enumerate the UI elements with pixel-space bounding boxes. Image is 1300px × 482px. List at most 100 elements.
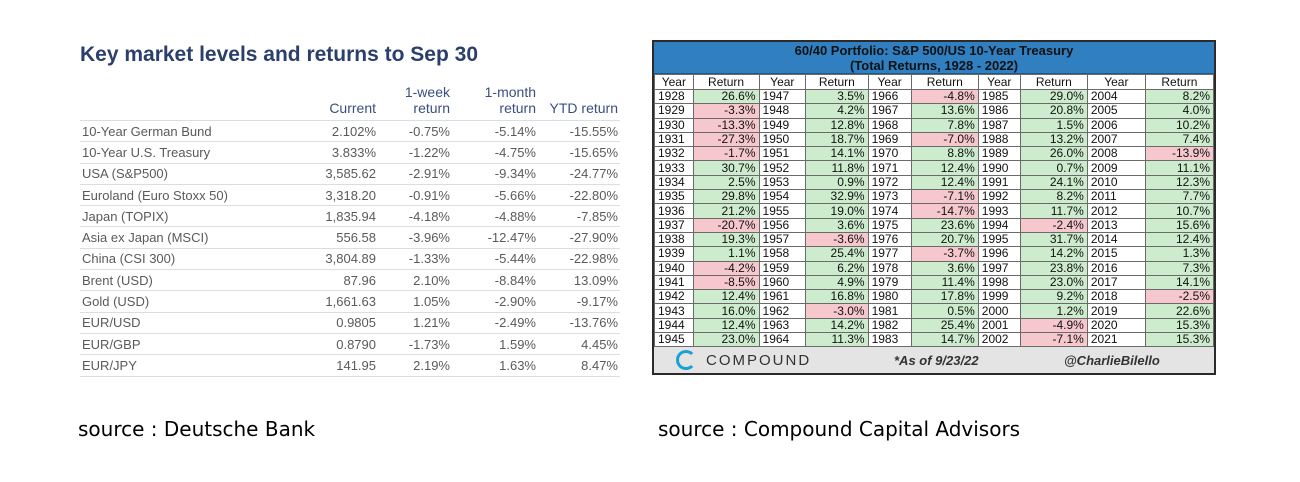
return-cell: 14.1% bbox=[1144, 274, 1215, 291]
year-cell: 2012 bbox=[1086, 203, 1146, 219]
table-row: EUR/JPY 141.95 2.19% 1.63% 8.47% bbox=[80, 354, 620, 377]
return-cell: -4.2% bbox=[692, 260, 760, 276]
table-cell: 3,318.20 bbox=[294, 183, 378, 206]
table-row: Euroland (Euro Stoxx 50) 3,318.20 -0.91% -5… bbox=[80, 183, 620, 206]
table-cell: -2.90% bbox=[452, 290, 538, 313]
return-cell: -13.9% bbox=[1144, 146, 1215, 162]
header-col-4: YTD return bbox=[549, 100, 618, 116]
year-cell: 1985 bbox=[977, 88, 1021, 105]
return-header: Return bbox=[692, 74, 760, 90]
table-cell: -2.49% bbox=[452, 311, 538, 334]
return-cell: 12.4% bbox=[910, 160, 979, 176]
table-cell: -0.91% bbox=[378, 183, 452, 206]
return-cell: 24.1% bbox=[1019, 174, 1088, 191]
return-cell: 14.2% bbox=[805, 317, 869, 334]
return-cell: 7.4% bbox=[1144, 131, 1215, 148]
year-cell: 1977 bbox=[867, 246, 912, 262]
table-cell: 0.9805 bbox=[294, 311, 378, 334]
return-cell: 9.2% bbox=[1019, 289, 1088, 305]
return-cell: 21.2% bbox=[692, 203, 760, 219]
return-cell: 12.4% bbox=[910, 174, 979, 191]
return-cell: 4.2% bbox=[805, 103, 869, 119]
compound-logo-icon bbox=[676, 350, 696, 370]
return-cell: 12.4% bbox=[692, 317, 760, 334]
return-cell: 22.6% bbox=[1144, 303, 1215, 319]
return-cell: 16.0% bbox=[692, 303, 760, 319]
return-cell: 11.7% bbox=[1019, 203, 1088, 219]
year-header: Year bbox=[977, 74, 1021, 90]
return-cell: 13.6% bbox=[910, 103, 979, 119]
return-cell: 16.8% bbox=[805, 289, 869, 305]
return-cell: 15.3% bbox=[1144, 317, 1215, 334]
table-cell: -15.55% bbox=[538, 119, 620, 142]
table-header-row: Current 1-week return 1-month return YTD re… bbox=[80, 84, 620, 121]
return-cell: 1.3% bbox=[1144, 246, 1215, 262]
year-cell: 1972 bbox=[867, 174, 912, 191]
as-of-note: *As of 9/23/22 bbox=[894, 353, 979, 368]
table-cell: -9.17% bbox=[538, 290, 620, 313]
year-cell: 2011 bbox=[1086, 189, 1146, 205]
year-cell: 1973 bbox=[867, 189, 912, 205]
year-cell: 2001 bbox=[977, 317, 1021, 334]
year-cell: 1944 bbox=[654, 317, 694, 334]
return-cell: -2.5% bbox=[1144, 289, 1215, 305]
source-caption-compound: source : Compound Capital Advisors bbox=[658, 417, 1021, 441]
year-cell: 1983 bbox=[867, 332, 912, 348]
table-row: Japan (TOPIX) 1,835.94 -4.18% -4.88% -7.85% bbox=[80, 205, 620, 227]
table-cell: -0.75% bbox=[378, 119, 452, 142]
return-cell: 8.8% bbox=[910, 146, 979, 162]
grid-row: 1937 -20.7% 1956 3.6% 1975 23.6% 1994 -2.4% 2013… bbox=[654, 217, 1215, 233]
table-cell: -1.22% bbox=[378, 141, 452, 164]
year-cell: 1943 bbox=[654, 303, 694, 319]
panel-title: Key market levels and returns to Sep 30 bbox=[80, 43, 479, 66]
return-cell: -7.1% bbox=[910, 189, 979, 205]
return-cell: 32.9% bbox=[805, 189, 869, 205]
year-cell: 1975 bbox=[867, 217, 912, 233]
table-cell: 13.09% bbox=[538, 269, 620, 291]
return-cell: 14.2% bbox=[1019, 246, 1088, 262]
year-cell: 1929 bbox=[654, 103, 694, 119]
table-cell: -22.80% bbox=[538, 183, 620, 206]
year-cell: 1974 bbox=[867, 203, 912, 219]
return-cell: 14.1% bbox=[805, 146, 869, 162]
year-header: Year bbox=[758, 74, 807, 90]
year-header: Year bbox=[1086, 74, 1146, 90]
year-cell: 2017 bbox=[1086, 274, 1146, 291]
year-cell: 2007 bbox=[1086, 131, 1146, 148]
return-cell: -3.3% bbox=[692, 103, 760, 119]
table-cell: 87.96 bbox=[294, 269, 378, 291]
year-cell: 1964 bbox=[758, 332, 807, 348]
grid-row: 1943 16.0% 1962 -3.0% 1981 0.5% 2000 1.2% 2019 22… bbox=[654, 303, 1215, 319]
year-cell: 2006 bbox=[1086, 117, 1146, 133]
return-cell: 11.8% bbox=[805, 160, 869, 176]
year-cell: 1970 bbox=[867, 146, 912, 162]
grid-row: 1932 -1.7% 1951 14.1% 1970 8.8% 1989 26.0% 2008-… bbox=[654, 146, 1215, 162]
year-cell: 1930 bbox=[654, 117, 694, 133]
return-cell: -3.7% bbox=[910, 246, 979, 262]
instrument-name: 10-Year German Bund bbox=[80, 119, 294, 142]
return-cell: 31.7% bbox=[1019, 231, 1088, 248]
year-cell: 1941 bbox=[654, 274, 694, 291]
year-cell: 1966 bbox=[867, 88, 912, 105]
return-cell: 26.6% bbox=[692, 88, 760, 105]
year-cell: 1933 bbox=[654, 160, 694, 176]
year-cell: 1932 bbox=[654, 146, 694, 162]
grid-row: 1944 12.4% 1963 14.2% 1982 25.4% 2001 -4.9% 2020… bbox=[654, 317, 1215, 334]
year-cell: 1969 bbox=[867, 131, 912, 148]
table-cell: -22.98% bbox=[538, 247, 620, 270]
return-cell: -3.0% bbox=[805, 303, 869, 319]
header-instrument bbox=[80, 84, 294, 121]
grid-row: 1938 19.3% 1957 -3.6% 1976 20.7% 1995 31.7% 2014… bbox=[654, 231, 1215, 248]
grid-row: 1941 -8.5% 1960 4.9% 1979 11.4% 1998 23.0% 2017 1… bbox=[654, 274, 1215, 291]
year-cell: 1978 bbox=[867, 260, 912, 276]
return-cell: 8.2% bbox=[1019, 189, 1088, 205]
return-cell: 12.4% bbox=[1144, 231, 1215, 248]
table-row: Gold (USD) 1,661.63 1.05% -2.90% -9.17% bbox=[80, 290, 620, 313]
table-cell: -5.66% bbox=[452, 183, 538, 206]
year-cell: 1963 bbox=[758, 317, 807, 334]
return-cell: 23.8% bbox=[1019, 260, 1088, 276]
table-cell: 2.10% bbox=[378, 269, 452, 291]
year-cell: 1982 bbox=[867, 317, 912, 334]
return-cell: 2.5% bbox=[692, 174, 760, 191]
return-cell: 17.8% bbox=[910, 289, 979, 305]
